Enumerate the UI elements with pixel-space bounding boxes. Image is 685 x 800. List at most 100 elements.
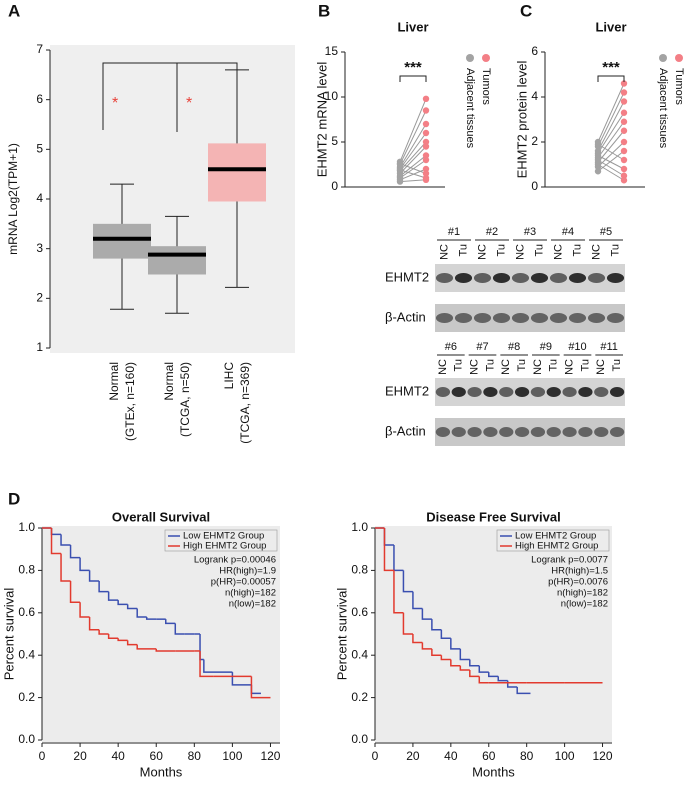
blot-band (549, 273, 568, 283)
point (620, 89, 628, 96)
blot-lane-label: NC (500, 359, 512, 375)
blot-lane-label: Tu (484, 359, 496, 371)
point (620, 172, 628, 179)
pair-line (399, 163, 427, 174)
chart-title: Overall Survival (112, 509, 210, 524)
chart-title: Liver (397, 19, 428, 34)
km-step (440, 655, 451, 661)
legend-label: Low EHMT2 Group (515, 531, 596, 542)
blot-lane-label: Tu (533, 244, 545, 256)
x-tick-label: 40 (111, 749, 125, 763)
significance-star: * (186, 95, 192, 112)
blot-band (511, 273, 530, 283)
km-step (50, 528, 62, 555)
blot-band (454, 273, 473, 283)
blot-group-label: #5 (600, 226, 612, 238)
blot-band (530, 313, 549, 323)
blot-lane-label: Tu (516, 359, 528, 371)
km-step (250, 676, 271, 699)
blot-lane-label: Tu (495, 244, 507, 256)
point (594, 152, 602, 159)
y-tick-label: 4 (36, 191, 43, 205)
blot-band (435, 387, 451, 397)
plot-background (42, 526, 280, 742)
blot-band (562, 387, 577, 397)
point (620, 80, 628, 87)
x-tick-label: 120 (593, 749, 613, 763)
box (148, 246, 206, 275)
pair-line (597, 150, 625, 172)
pair-line (597, 130, 625, 163)
blot-band (467, 427, 482, 437)
point (422, 95, 430, 103)
km-step (488, 672, 499, 678)
km-step (69, 544, 81, 559)
point (620, 147, 628, 155)
km-step (469, 670, 480, 678)
y-axis-label: EHMT2 protein level (514, 61, 529, 179)
pair-line (597, 92, 625, 147)
km-step (402, 570, 413, 593)
legend-marker (466, 54, 474, 62)
km-step (450, 659, 461, 667)
point (396, 178, 404, 185)
blot-lane-label: Tu (548, 359, 560, 371)
pair-line (399, 110, 427, 165)
blot-group-label: #4 (562, 226, 574, 238)
km-step (431, 619, 442, 631)
km-step (469, 659, 480, 667)
panel-label: A (8, 1, 20, 20)
blot-band (568, 313, 587, 323)
km-step (69, 581, 81, 603)
x-tick-label: 80 (188, 749, 202, 763)
point (422, 120, 430, 128)
km-step (98, 581, 109, 593)
point (620, 138, 628, 146)
chart-title: Liver (595, 19, 626, 34)
legend-label: Low EHMT2 Group (183, 531, 264, 542)
blot-lane-label: Tu (579, 359, 591, 371)
blot-band (568, 273, 587, 283)
blot-band (435, 427, 451, 437)
blot-band (530, 427, 546, 437)
legend-marker (675, 54, 683, 62)
km-step (155, 648, 176, 652)
pair-line (597, 159, 625, 177)
blot-band (473, 313, 492, 323)
x-tick-label: 40 (444, 749, 458, 763)
x-tick-label: Normal (162, 362, 176, 401)
blot-lane-label: NC (563, 359, 575, 375)
pair-line (597, 83, 625, 143)
point (620, 127, 628, 134)
blot-lane-label: NC (468, 359, 480, 375)
point (422, 176, 430, 183)
stat-label: p(HR)=0.00057 (211, 577, 276, 588)
point (422, 165, 430, 173)
blot-band (451, 387, 466, 397)
blot-band (514, 427, 530, 437)
blot-band (483, 387, 498, 397)
km-step (145, 617, 157, 620)
y-tick-label: 0.6 (351, 605, 368, 619)
blot-lane-label: NC (438, 244, 450, 260)
y-tick-label: 4 (531, 89, 538, 103)
pair-line (399, 155, 427, 177)
km-step (412, 634, 423, 644)
blot-group-label: #3 (524, 226, 536, 238)
blot-band (454, 313, 473, 323)
y-tick-label: 5 (36, 142, 43, 156)
y-tick-label: 5 (331, 134, 338, 148)
blot-band (435, 313, 454, 323)
box (93, 223, 151, 259)
km-step (88, 570, 100, 582)
km-step (516, 687, 531, 695)
point (620, 109, 628, 116)
point (422, 143, 430, 150)
blot-lane-label: NC (437, 359, 449, 375)
km-step (60, 534, 71, 546)
blot-lane-label: NC (476, 244, 488, 260)
blot-band (587, 313, 606, 323)
blot-group-label: #10 (568, 341, 586, 353)
km-step (440, 629, 451, 639)
blot-lane-label: NC (532, 359, 544, 375)
